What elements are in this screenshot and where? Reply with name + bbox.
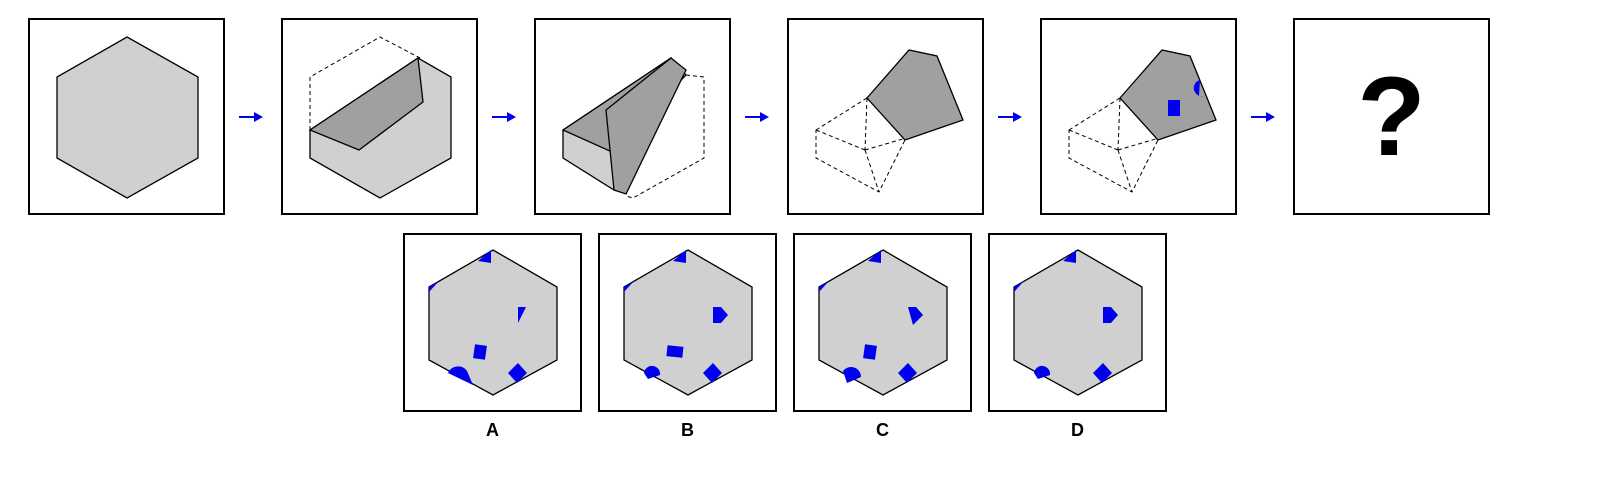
- option-c[interactable]: [793, 233, 972, 412]
- option-c-figure: [818, 249, 948, 396]
- sequence-step-2: [281, 18, 478, 215]
- sequence-step-3: [534, 18, 731, 215]
- punched-fold-figure: [1068, 49, 1217, 193]
- option-a[interactable]: [403, 233, 582, 412]
- sequence-step-unknown: ?: [1293, 18, 1490, 215]
- hole-semicircle: [1193, 80, 1204, 97]
- arrow-icon: [1250, 110, 1276, 124]
- arrow-icon: [491, 110, 517, 124]
- sequence-step-1: [28, 18, 225, 215]
- option-b-label: B: [681, 420, 694, 440]
- option-d[interactable]: [988, 233, 1167, 412]
- option-b-figure: [623, 249, 753, 396]
- option-c-label: C: [876, 420, 889, 440]
- option-a-figure: [428, 249, 558, 396]
- hole-rectangle: [1168, 100, 1180, 116]
- first-fold-figure: [308, 36, 452, 199]
- sequence-step-4: [787, 18, 984, 215]
- question-mark: ?: [1357, 53, 1426, 179]
- flat-hexagon-figure: [56, 36, 199, 199]
- arrow-icon: [744, 110, 770, 124]
- arrow-icon: [997, 110, 1023, 124]
- sequence-step-5: [1040, 18, 1237, 215]
- option-d-label: D: [1071, 420, 1084, 440]
- option-d-figure: [1013, 249, 1143, 396]
- third-fold-figure: [815, 49, 964, 193]
- second-fold-figure: [561, 57, 705, 199]
- arrow-icon: [238, 110, 264, 124]
- option-b[interactable]: [598, 233, 777, 412]
- option-a-label: A: [486, 420, 499, 440]
